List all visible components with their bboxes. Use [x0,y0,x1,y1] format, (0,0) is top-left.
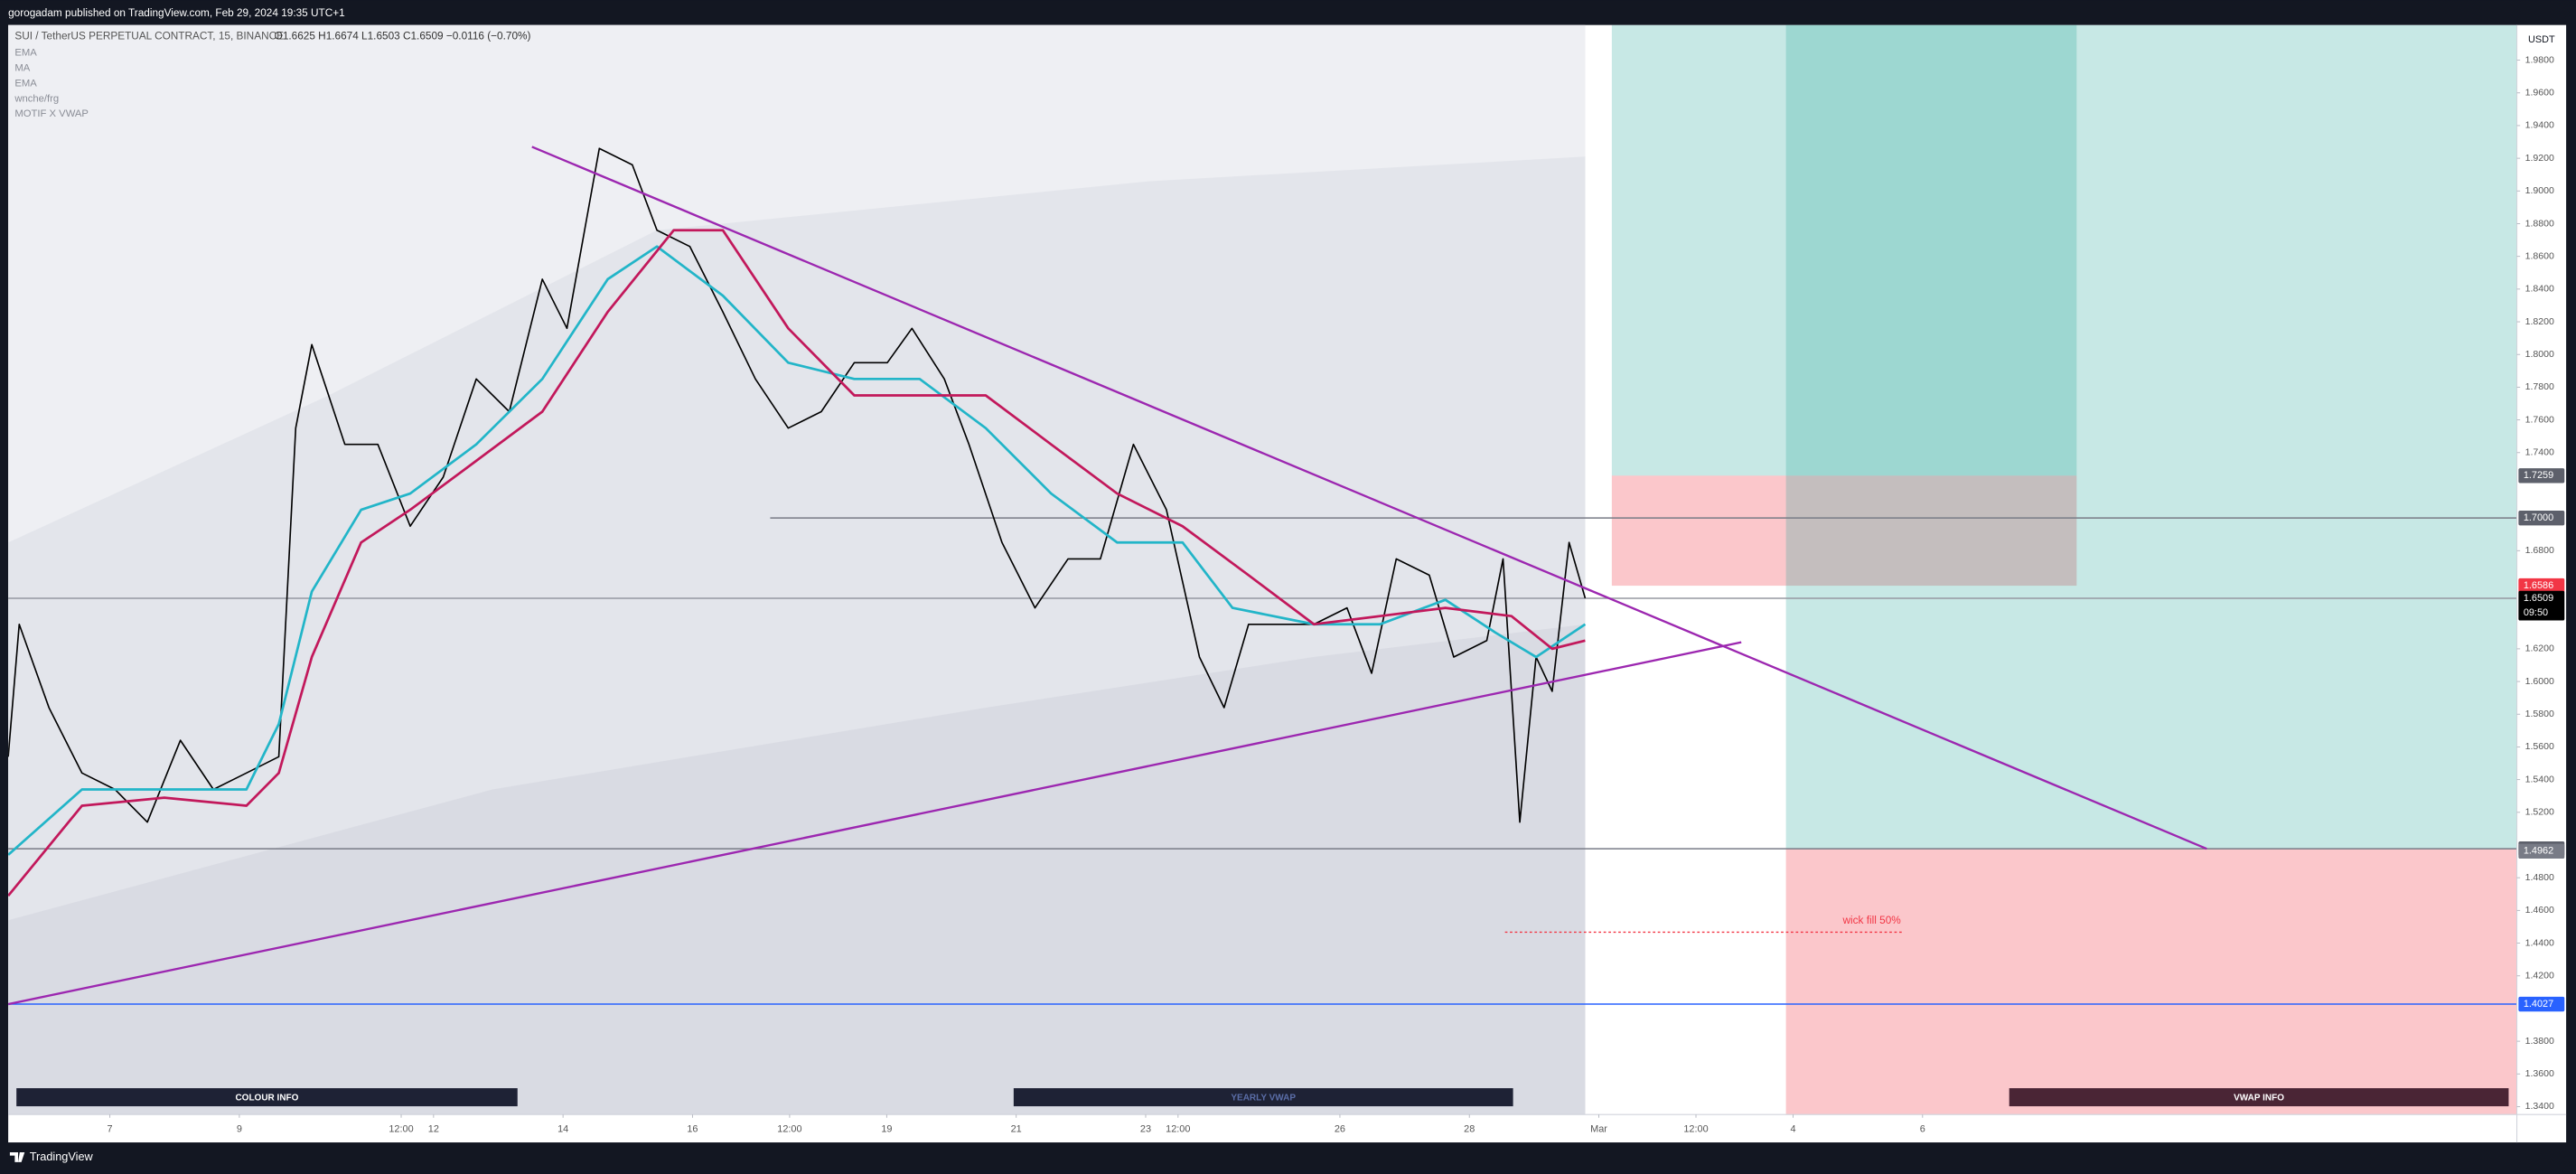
x-tick-label: 19 [881,1123,892,1134]
y-tick-label: 1.7800 [2525,381,2554,392]
info-box [1013,1088,1513,1107]
brand: TradingView [30,1150,94,1163]
target-zone [1611,24,2077,476]
x-tick-label: 12:00 [1683,1123,1708,1134]
plot: wick fill 50% [8,24,2517,1115]
logo [9,1151,25,1162]
price-badge [2518,590,2565,621]
x-tick-label: 14 [557,1123,568,1134]
indicator-name: wnche/frg [14,93,59,104]
trendline [8,641,1742,1006]
price-badge [2518,510,2565,526]
info-box [16,1088,518,1107]
y-tick-label: 1.8600 [2525,250,2554,261]
y-tick-label: 1.3800 [2525,1036,2554,1047]
overlay: COLOUR INFO YEARLY VWAP VWAP INFO SUI / Tet… [8,24,2567,1143]
indicator-name: EMA [14,78,37,89]
info-box-label: COLOUR INFO [235,1094,298,1104]
countdown: 09:50 [2524,607,2548,618]
y-tick-label: 1.8200 [2525,316,2554,327]
y-tick-label: 1.4200 [2525,971,2554,981]
y-tick-label: 1.4600 [2525,905,2554,916]
publisher: gorogadam published on TradingView.com, … [8,6,345,19]
y-tick-label: 1.8000 [2525,349,2554,360]
y-tick-label: 1.6800 [2525,545,2554,556]
stop-zone [1611,475,2077,587]
y-tick-label: 1.3600 [2525,1068,2554,1079]
y-tick-label: 1.9000 [2525,185,2554,196]
y-tick-label: 1.5400 [2525,774,2554,784]
y-tick-label: 1.5200 [2525,807,2554,818]
y-tick-label: 1.7400 [2525,447,2554,458]
indicator-name: EMA [14,48,37,59]
y-tick-label: 1.5600 [2525,741,2554,752]
x-tick-label: 26 [1335,1123,1345,1134]
ohlc: O1.6625 H1.6674 L1.6503 C1.6509 −0.0116 … [275,30,531,42]
y-tick-label: 1.4800 [2525,872,2554,883]
axis-unit: USDT [2528,34,2555,45]
y-tick-label: 1.9200 [2525,153,2554,164]
x-tick-label: 23 [1140,1123,1151,1134]
price-badge-label: 1.6586 [2524,580,2553,591]
price-badge-label: 1.4962 [2524,846,2553,857]
footer: TradingView [9,1150,94,1163]
y-tick-label: 1.3400 [2525,1101,2554,1112]
price-badge-label: 1.6509 [2524,593,2553,604]
price-line [8,147,1587,823]
price-badge-label: 1.7000 [2524,512,2553,523]
indicator-line [8,245,1587,856]
price-badge [2518,996,2565,1012]
x-tick-label: 7 [108,1123,113,1134]
x-tick-label: 28 [1464,1123,1475,1134]
wick-fill-label: wick fill 50% [1842,914,1902,926]
x-tick-label: Mar [1590,1123,1607,1134]
trendline [531,146,2207,850]
x-tick-label: 12:00 [389,1123,413,1134]
y-tick-label: 1.6000 [2525,676,2554,687]
x-tick-label: 21 [1011,1123,1022,1134]
indicator-line [8,229,1586,897]
y-tick-label: 1.9400 [2525,120,2554,131]
y-tick-label: 1.8400 [2525,284,2554,295]
y-tick-label: 1.5800 [2525,709,2554,719]
x-tick-label: 6 [1920,1123,1925,1134]
x-tick-label: 12:00 [777,1123,801,1134]
price-badge-label: 1.4027 [2524,999,2553,1010]
vwap-band [8,624,1586,1115]
target-zone [1785,24,2517,850]
indicator-name: MOTIF X VWAP [14,108,89,119]
x-tick-label: 12 [428,1123,439,1134]
x-tick-label: 12:00 [1166,1123,1190,1134]
y-tick-label: 1.6200 [2525,643,2554,654]
stop-zone [1785,849,2517,1115]
y-tick-label: 1.9800 [2525,54,2554,65]
symbol-title: SUI / TetherUS PERPETUAL CONTRACT, 15, B… [14,30,284,42]
x-tick-label: 4 [1790,1123,1795,1134]
y-tick-label: 1.9600 [2525,88,2554,99]
x-tick-label: 9 [237,1123,242,1134]
y-tick-label: 1.4400 [2525,937,2554,948]
info-box-label: YEARLY VWAP [1231,1094,1296,1104]
info-box [2009,1088,2509,1107]
y-tick-label: 1.7600 [2525,414,2554,425]
price-badge [2518,468,2565,484]
x-tick-label: 16 [687,1123,698,1134]
price-badge-label: 1.7259 [2524,470,2553,481]
info-box-label: VWAP INFO [2234,1094,2284,1104]
price-badge [2518,843,2565,859]
indicator-name: MA [14,62,30,73]
price-badge [2518,578,2565,594]
y-tick-label: 1.8800 [2525,218,2554,229]
